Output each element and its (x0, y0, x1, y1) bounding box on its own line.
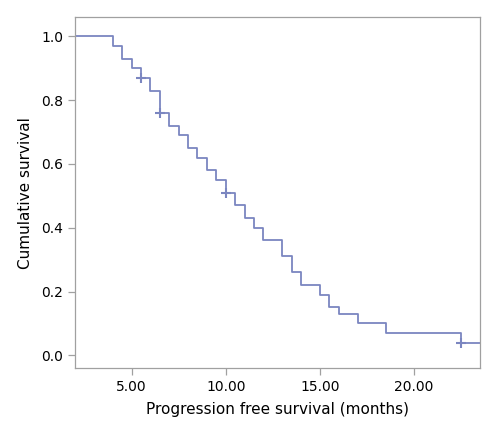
Y-axis label: Cumulative survival: Cumulative survival (18, 117, 33, 268)
X-axis label: Progression free survival (months): Progression free survival (months) (146, 402, 409, 417)
